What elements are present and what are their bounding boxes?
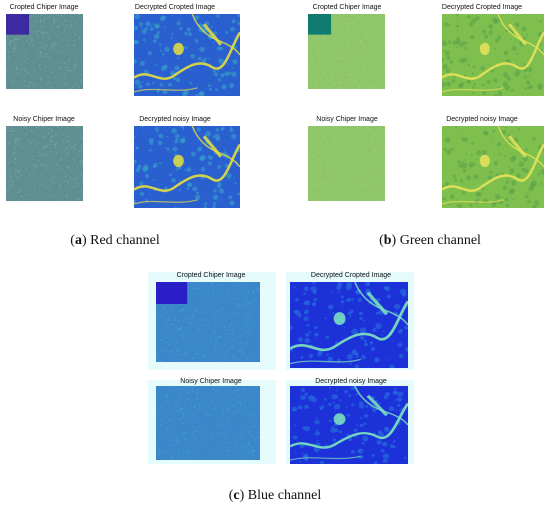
image-a-decrypted-noisy — [134, 126, 240, 208]
image-b-decrypted-noisy — [442, 126, 544, 208]
title-a-4: Decrypted noisy Image — [139, 116, 211, 123]
title-a-1: Cropted Chiper Image — [9, 4, 79, 11]
caption-c: (c) Blue channel — [228, 488, 322, 503]
image-c-cropped-cipher — [156, 282, 260, 362]
title-c-4: Decrypted noisy Image — [315, 378, 387, 385]
title-c-2: Decrypted Cropted Image — [310, 272, 392, 279]
panel-a: Cropted Chiper Image Decrypted Cropted I… — [0, 0, 260, 250]
panel-b: Cropted Chiper Image Decrypted Cropted I… — [300, 0, 550, 250]
image-b-noisy-cipher — [308, 126, 385, 201]
title-c-3: Noisy Chiper Image — [180, 378, 242, 385]
title-b-4: Decrypted noisy Image — [446, 116, 518, 123]
title-a-3: Noisy Chiper Image — [13, 116, 75, 123]
image-a-cropped-cipher — [6, 14, 83, 89]
title-b-2: Decrypted Cropted Image — [441, 4, 523, 11]
image-c-decrypted-cropped — [290, 282, 408, 368]
image-c-noisy-cipher — [156, 386, 260, 460]
title-b-3: Noisy Chiper Image — [316, 116, 378, 123]
caption-a: (a) Red channel — [70, 233, 160, 248]
image-a-decrypted-cropped — [134, 14, 240, 96]
title-a-2: Decrypted Cropted Image — [134, 4, 216, 11]
image-b-cropped-cipher — [308, 14, 385, 89]
caption-b: (b) Green channel — [379, 233, 481, 248]
image-c-decrypted-noisy — [290, 386, 408, 464]
title-c-1: Cropted Chiper Image — [176, 272, 246, 279]
image-a-noisy-cipher — [6, 126, 83, 201]
title-b-1: Cropted Chiper Image — [312, 4, 382, 11]
panel-c: Cropted Chiper Image Decrypted Cropted I… — [140, 262, 430, 514]
image-b-decrypted-cropped — [442, 14, 544, 96]
